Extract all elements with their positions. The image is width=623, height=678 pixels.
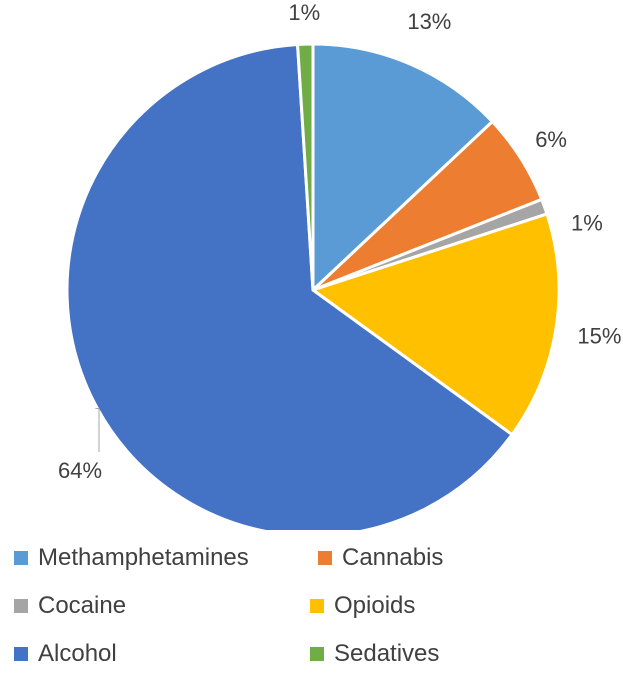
legend: Methamphetamines Cannabis Cocaine Opioid… bbox=[14, 534, 614, 678]
slices-layer bbox=[65, 42, 561, 530]
legend-swatch-cocaine bbox=[14, 599, 28, 613]
legend-item-sedatives: Sedatives bbox=[310, 640, 600, 668]
legend-row: Alcohol Sedatives bbox=[14, 630, 614, 678]
legend-item-cannabis: Cannabis bbox=[318, 544, 608, 572]
legend-label-methamphetamines: Methamphetamines bbox=[38, 544, 249, 571]
legend-row: Methamphetamines Cannabis bbox=[14, 534, 614, 582]
legend-label-cannabis: Cannabis bbox=[342, 544, 444, 571]
data-labels-layer: 13% 6% 1% 15% 64% 1% bbox=[58, 0, 621, 483]
pie-slice-opioids bbox=[311, 212, 561, 437]
legend-swatch-sedatives bbox=[310, 647, 324, 661]
leader-lines-layer bbox=[95, 408, 100, 452]
legend-swatch-methamphetamines bbox=[14, 551, 28, 565]
data-label-alcohol: 64% bbox=[58, 458, 102, 483]
legend-label-cocaine: Cocaine bbox=[38, 592, 127, 619]
data-label-cocaine: 1% bbox=[571, 211, 603, 236]
legend-swatch-cannabis bbox=[318, 551, 332, 565]
legend-label-alcohol: Alcohol bbox=[38, 640, 117, 667]
data-label-cannabis: 6% bbox=[535, 127, 567, 152]
legend-item-cocaine: Cocaine bbox=[14, 592, 310, 620]
data-label-methamphetamines: 13% bbox=[407, 9, 451, 34]
data-label-sedatives: 1% bbox=[288, 0, 320, 25]
legend-item-methamphetamines: Methamphetamines bbox=[14, 544, 318, 572]
data-label-opioids: 15% bbox=[577, 323, 621, 348]
legend-item-alcohol: Alcohol bbox=[14, 640, 310, 668]
legend-swatch-opioids bbox=[310, 599, 324, 613]
pie-plot-area: 13% 6% 1% 15% 64% 1% bbox=[58, 0, 621, 530]
pie-slice-sedatives bbox=[296, 42, 315, 292]
legend-label-sedatives: Sedatives bbox=[334, 640, 440, 667]
pie-slice-methamphetamines bbox=[311, 42, 494, 292]
legend-swatch-alcohol bbox=[14, 647, 28, 661]
leader-line-alcohol bbox=[95, 408, 100, 452]
legend-row: Cocaine Opioids bbox=[14, 582, 614, 630]
legend-item-opioids: Opioids bbox=[310, 592, 600, 620]
legend-label-opioids: Opioids bbox=[334, 592, 416, 619]
